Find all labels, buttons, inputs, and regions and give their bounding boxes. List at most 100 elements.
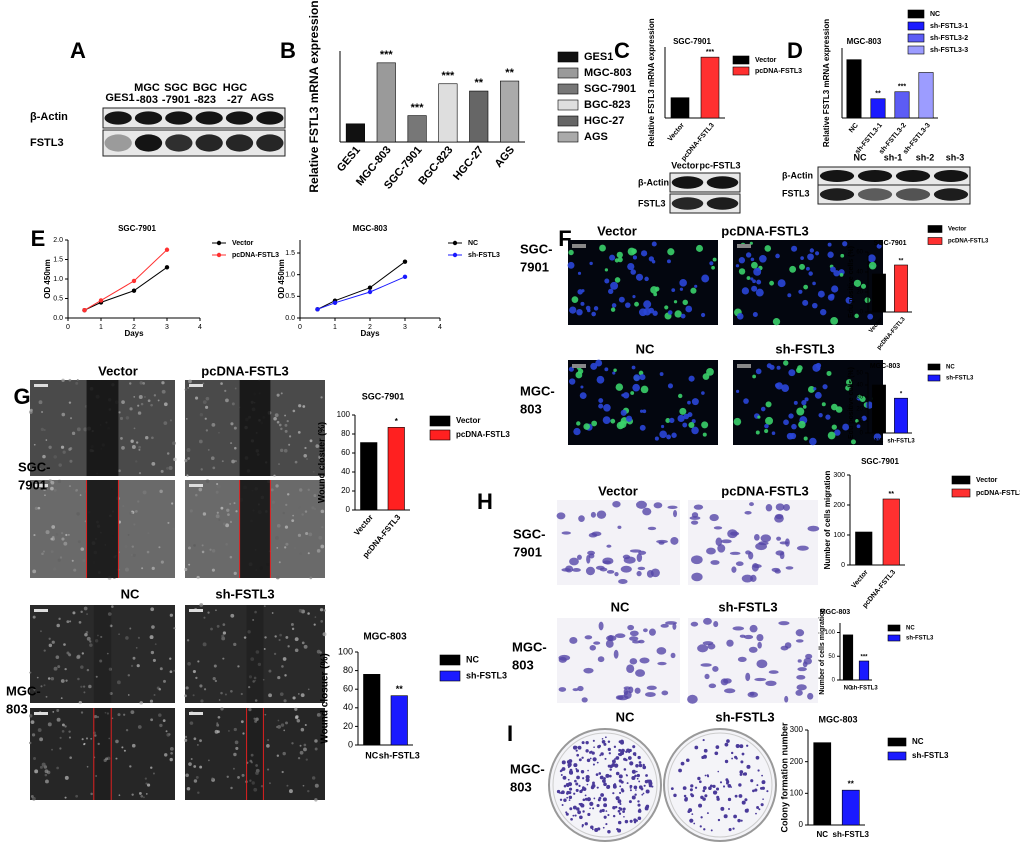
cell [706, 367, 714, 376]
cell [807, 253, 814, 261]
x-tick-label: Vector [851, 569, 870, 590]
cell [569, 306, 577, 314]
texture [161, 381, 165, 385]
texture [184, 738, 188, 742]
colony [612, 759, 616, 764]
colony [710, 829, 713, 832]
micrograph [688, 500, 820, 585]
x-tick-label: 2 [132, 324, 136, 331]
texture [224, 693, 227, 696]
chart-title: SGC-7901 [873, 240, 906, 247]
texture [218, 431, 220, 434]
texture [228, 730, 230, 732]
cell [750, 257, 755, 262]
cell [769, 280, 775, 286]
texture [60, 531, 64, 535]
texture [285, 721, 288, 725]
texture [44, 773, 48, 777]
row-label: SGC- [513, 526, 546, 541]
texture [56, 623, 60, 628]
row-label: MGC- [6, 683, 41, 698]
texture [123, 713, 126, 716]
texture [158, 546, 161, 549]
texture [120, 437, 123, 440]
texture [45, 695, 48, 698]
cell [807, 525, 820, 532]
colony [581, 756, 584, 759]
colony [580, 770, 585, 774]
texture [254, 719, 258, 723]
colony [596, 803, 600, 808]
texture [145, 782, 148, 785]
colony [623, 768, 627, 771]
lane-label: sh-2 [916, 152, 935, 162]
cell [567, 261, 575, 269]
cell [632, 255, 637, 260]
row-label: SGC- [18, 459, 51, 474]
significance: *** [380, 49, 394, 61]
cell [831, 285, 839, 293]
colony [734, 755, 738, 759]
colony [633, 820, 637, 824]
chart-title: SGC-7901 [118, 224, 156, 233]
cell [691, 572, 703, 582]
cell [648, 307, 655, 314]
colony [722, 785, 726, 788]
texture [200, 699, 204, 703]
texture [118, 633, 120, 635]
texture [162, 719, 166, 723]
colony [574, 779, 577, 783]
x-axis-label: Days [360, 329, 380, 338]
cell [659, 372, 664, 376]
texture [86, 613, 88, 615]
wound-gap [246, 708, 264, 800]
texture [233, 426, 237, 430]
texture [68, 401, 72, 404]
texture [323, 609, 326, 612]
bar [376, 62, 396, 143]
colony [568, 787, 573, 791]
texture [38, 468, 42, 471]
texture [229, 502, 232, 505]
cell [791, 423, 797, 430]
cell [691, 512, 699, 518]
texture [291, 742, 294, 745]
colony [698, 780, 702, 784]
y-tick-label: 60 [343, 684, 353, 694]
legend-swatch [887, 634, 901, 642]
texture [312, 470, 315, 473]
cell [626, 664, 635, 674]
cell [639, 374, 646, 381]
texture [298, 506, 301, 509]
texture [254, 699, 258, 702]
cell [678, 393, 683, 399]
texture [309, 439, 313, 443]
colony [643, 784, 646, 787]
wound-gap [239, 480, 271, 578]
significance: *** [706, 49, 714, 56]
legend-label: HGC-27 [584, 115, 624, 127]
cell [703, 617, 712, 625]
colony [619, 802, 622, 806]
y-tick-label: 200 [833, 502, 845, 509]
texture [211, 422, 216, 427]
blot-band [225, 111, 254, 125]
texture [220, 382, 223, 385]
cell [572, 688, 579, 692]
colony [566, 760, 571, 764]
data-point [332, 300, 338, 306]
texture [30, 720, 35, 725]
texture [80, 547, 85, 551]
colony [602, 779, 606, 783]
colony [617, 828, 622, 833]
texture [59, 556, 63, 559]
cell [747, 691, 759, 698]
cell [809, 437, 817, 446]
texture [130, 439, 134, 443]
series-line [317, 276, 406, 310]
cell [850, 439, 856, 445]
texture [193, 779, 198, 783]
texture [264, 636, 267, 639]
cell [752, 564, 762, 569]
texture [296, 718, 301, 723]
